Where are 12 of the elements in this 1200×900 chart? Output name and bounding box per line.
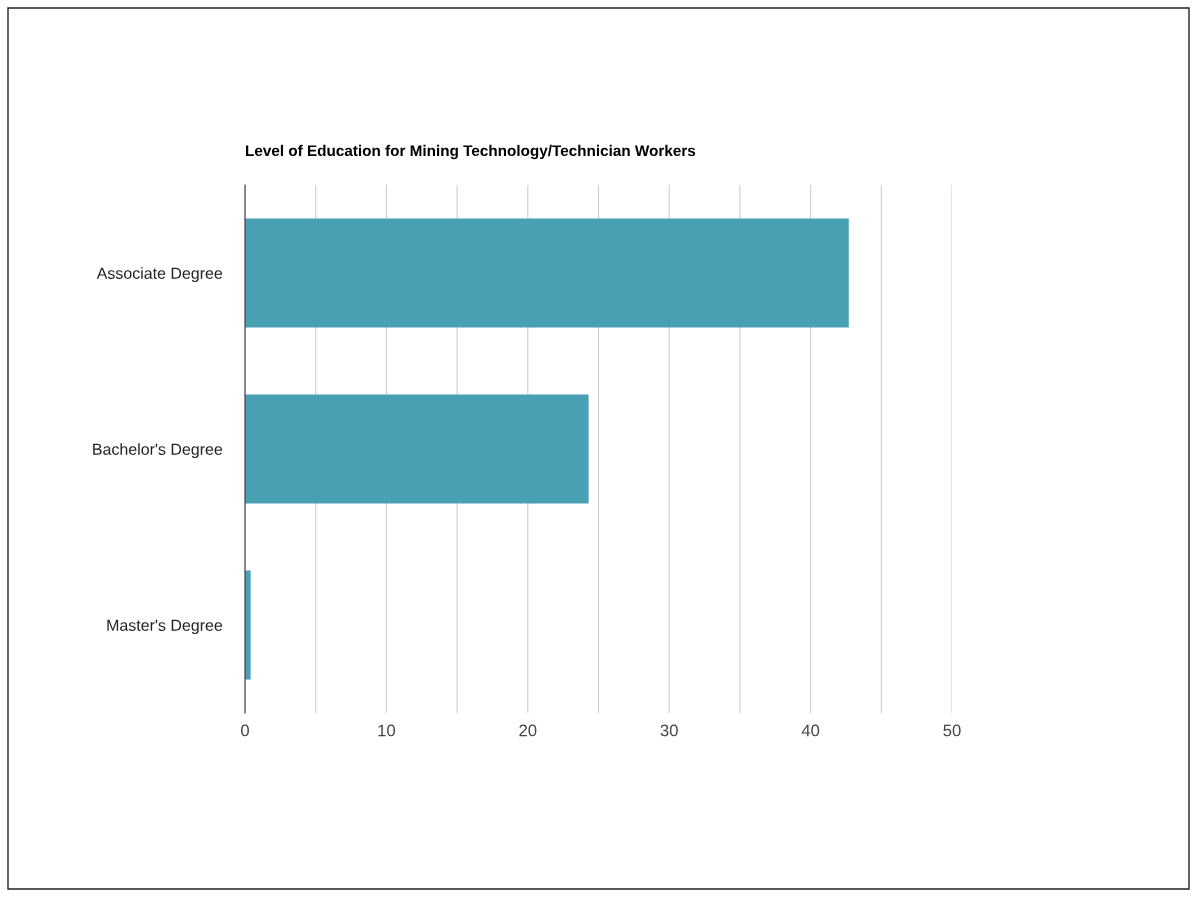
bar <box>245 394 589 504</box>
x-tick-label: 50 <box>943 724 961 737</box>
y-tick-label: Bachelor's Degree <box>93 443 223 459</box>
x-tick-label: 40 <box>801 724 820 737</box>
x-tick-label: 30 <box>660 724 678 737</box>
y-tick-label: Master's Degree <box>107 619 223 635</box>
y-tick-label: Associate Degree <box>96 267 223 283</box>
x-tick-label: 0 <box>241 724 249 737</box>
x-tick-label: 10 <box>378 724 396 737</box>
chart-title: Level of Education for Mining Technology/Technician Workers <box>246 144 696 160</box>
bar <box>245 218 849 328</box>
x-tick-label: 20 <box>519 724 537 737</box>
